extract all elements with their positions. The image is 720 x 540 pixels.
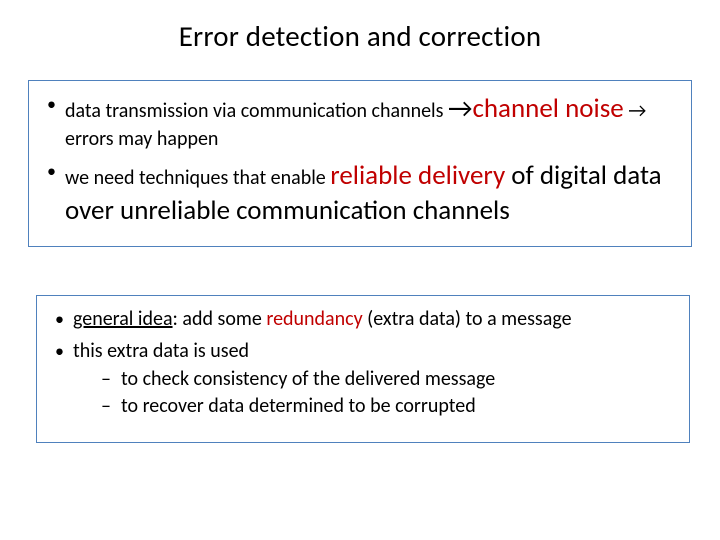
bullet-item-1: data transmission via communication chan… <box>43 91 677 152</box>
bullet-item-2: we need techniques that enable reliable … <box>43 158 677 228</box>
emphasis-text: reliable delivery <box>330 159 505 192</box>
text-segment: we need techniques that enable <box>65 166 330 190</box>
content-box-2: general idea: add some redundancy (extra… <box>36 295 690 443</box>
text-segment: this extra data is used <box>73 339 249 363</box>
bullet-item-4: this extra data is used to check consist… <box>51 338 675 420</box>
text-segment: : add some <box>173 307 267 331</box>
bullet-list-1: data transmission via communication chan… <box>43 91 677 228</box>
sub-bullet-2: to recover data determined to be corrupt… <box>73 393 675 420</box>
slide-container: Error detection and correction data tran… <box>0 0 720 540</box>
text-segment: (extra data) to a message <box>363 307 572 331</box>
sub-bullet-list: to check consistency of the delivered me… <box>73 366 675 420</box>
emphasis-text: redundancy <box>266 307 362 331</box>
underlined-text: general idea <box>73 307 173 331</box>
content-box-1: data transmission via communication chan… <box>28 80 692 247</box>
text-segment: errors may happen <box>65 127 218 151</box>
bullet-list-2: general idea: add some redundancy (extra… <box>51 306 675 420</box>
text-segment: data transmission via communication chan… <box>65 99 448 123</box>
arrow-icon: → <box>624 99 647 123</box>
emphasis-text: channel noise <box>472 92 623 125</box>
bullet-item-3: general idea: add some redundancy (extra… <box>51 306 675 332</box>
arrow-icon: → <box>448 92 472 125</box>
slide-title: Error detection and correction <box>28 18 692 54</box>
sub-bullet-1: to check consistency of the delivered me… <box>73 366 675 393</box>
